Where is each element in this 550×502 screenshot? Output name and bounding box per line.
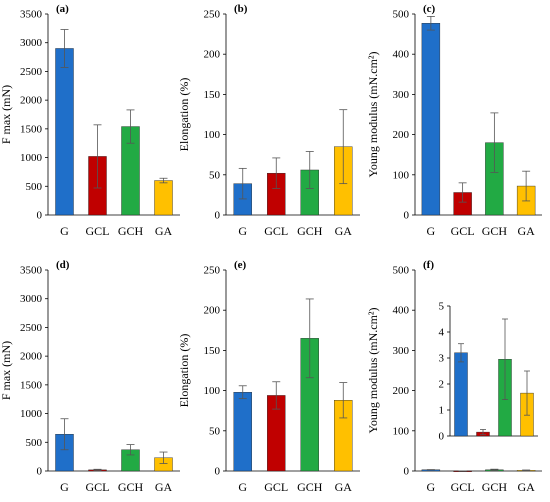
x-category-label: G (60, 224, 69, 238)
y-tick-label: 0 (439, 431, 445, 443)
y-tick-label: 200 (393, 385, 410, 397)
x-category-label: G (238, 480, 247, 494)
y-tick-label: 200 (393, 129, 410, 141)
y-tick-label: 0 (37, 210, 43, 222)
y-tick-label: 400 (393, 49, 410, 61)
y-axis-title: F max (mN) (0, 341, 13, 400)
y-tick-label: 200 (204, 49, 221, 61)
y-tick-label: 50 (209, 425, 221, 437)
panel-label: (f) (423, 259, 434, 271)
y-tick-label: 2000 (20, 95, 43, 107)
y-tick-label: 500 (26, 181, 43, 193)
x-category-label: GCL (264, 224, 288, 238)
y-tick-label: 0 (404, 210, 410, 222)
panel-label: (d) (56, 259, 70, 271)
x-category-label: GCL (451, 480, 475, 494)
y-axis-title: Young modulus (mN.cm²) (366, 51, 380, 177)
y-tick-label: 0 (215, 210, 221, 222)
y-tick-label: 3500 (20, 9, 43, 21)
panel-label: (e) (234, 259, 247, 271)
x-category-label: G (238, 224, 247, 238)
bar-ga (154, 180, 173, 216)
y-tick-label: 300 (393, 345, 410, 357)
x-category-label: GCL (264, 480, 288, 494)
x-category-label: G (427, 224, 436, 238)
y-tick-label: 100 (393, 425, 410, 437)
y-tick-label: 2500 (20, 322, 43, 334)
y-tick-label: 250 (204, 9, 221, 21)
x-category-label: GCH (297, 224, 323, 238)
y-tick-label: 3000 (20, 37, 43, 49)
y-tick-label: 1000 (20, 408, 43, 420)
bar-g (421, 23, 441, 216)
y-tick-label: 50 (209, 169, 221, 181)
x-category-label: G (60, 480, 69, 494)
y-tick-label: 2 (439, 379, 445, 391)
y-tick-label: 0 (404, 466, 410, 478)
y-tick-label: 0 (215, 466, 221, 478)
y-tick-label: 100 (204, 385, 221, 397)
x-category-label: GCH (482, 224, 508, 238)
y-tick-label: 3000 (20, 293, 43, 305)
x-category-label: GCL (86, 224, 110, 238)
x-category-label: GA (155, 224, 173, 238)
panel-label: (c) (423, 3, 436, 15)
y-tick-label: 2000 (20, 351, 43, 363)
bar-g (55, 48, 74, 216)
y-tick-label: 1500 (20, 379, 43, 391)
bar-g (233, 392, 252, 472)
x-category-label: GA (517, 224, 535, 238)
y-tick-label: 150 (204, 89, 221, 101)
y-tick-label: 500 (26, 437, 43, 449)
x-category-label: GCH (118, 480, 144, 494)
x-category-label: G (427, 480, 436, 494)
y-axis-title: Young modulus (mN.cm²) (366, 307, 380, 433)
panel-label: (a) (56, 3, 69, 15)
y-tick-label: 100 (393, 169, 410, 181)
y-tick-label: 1000 (20, 152, 43, 164)
x-category-label: GCL (451, 224, 475, 238)
y-tick-label: 500 (393, 265, 410, 277)
panel-label: (b) (234, 3, 248, 15)
x-category-label: GCH (118, 224, 144, 238)
x-category-label: GCH (482, 480, 508, 494)
y-tick-label: 4 (439, 327, 445, 339)
y-tick-label: 1500 (20, 123, 43, 135)
x-category-label: GCH (297, 480, 323, 494)
y-tick-label: 0 (37, 466, 43, 478)
y-tick-label: 500 (393, 9, 410, 21)
x-category-label: GCL (86, 480, 110, 494)
y-tick-label: 1 (439, 405, 445, 417)
x-category-label: GA (335, 224, 353, 238)
x-category-label: GA (335, 480, 353, 494)
y-tick-label: 2500 (20, 66, 43, 78)
x-category-label: GA (155, 480, 173, 494)
y-tick-label: 100 (204, 129, 221, 141)
bar-g (454, 352, 468, 437)
y-tick-label: 250 (204, 265, 221, 277)
y-tick-label: 200 (204, 305, 221, 317)
x-category-label: GA (517, 480, 535, 494)
y-tick-label: 150 (204, 345, 221, 357)
y-axis-title: Elongation (%) (177, 334, 191, 408)
y-tick-label: 3500 (20, 265, 43, 277)
y-axis-title: Elongation (%) (177, 78, 191, 152)
y-tick-label: 5 (439, 301, 445, 313)
y-axis-title: F max (mN) (0, 85, 13, 144)
y-tick-label: 300 (393, 89, 410, 101)
y-tick-label: 3 (439, 353, 445, 365)
y-tick-label: 400 (393, 305, 410, 317)
